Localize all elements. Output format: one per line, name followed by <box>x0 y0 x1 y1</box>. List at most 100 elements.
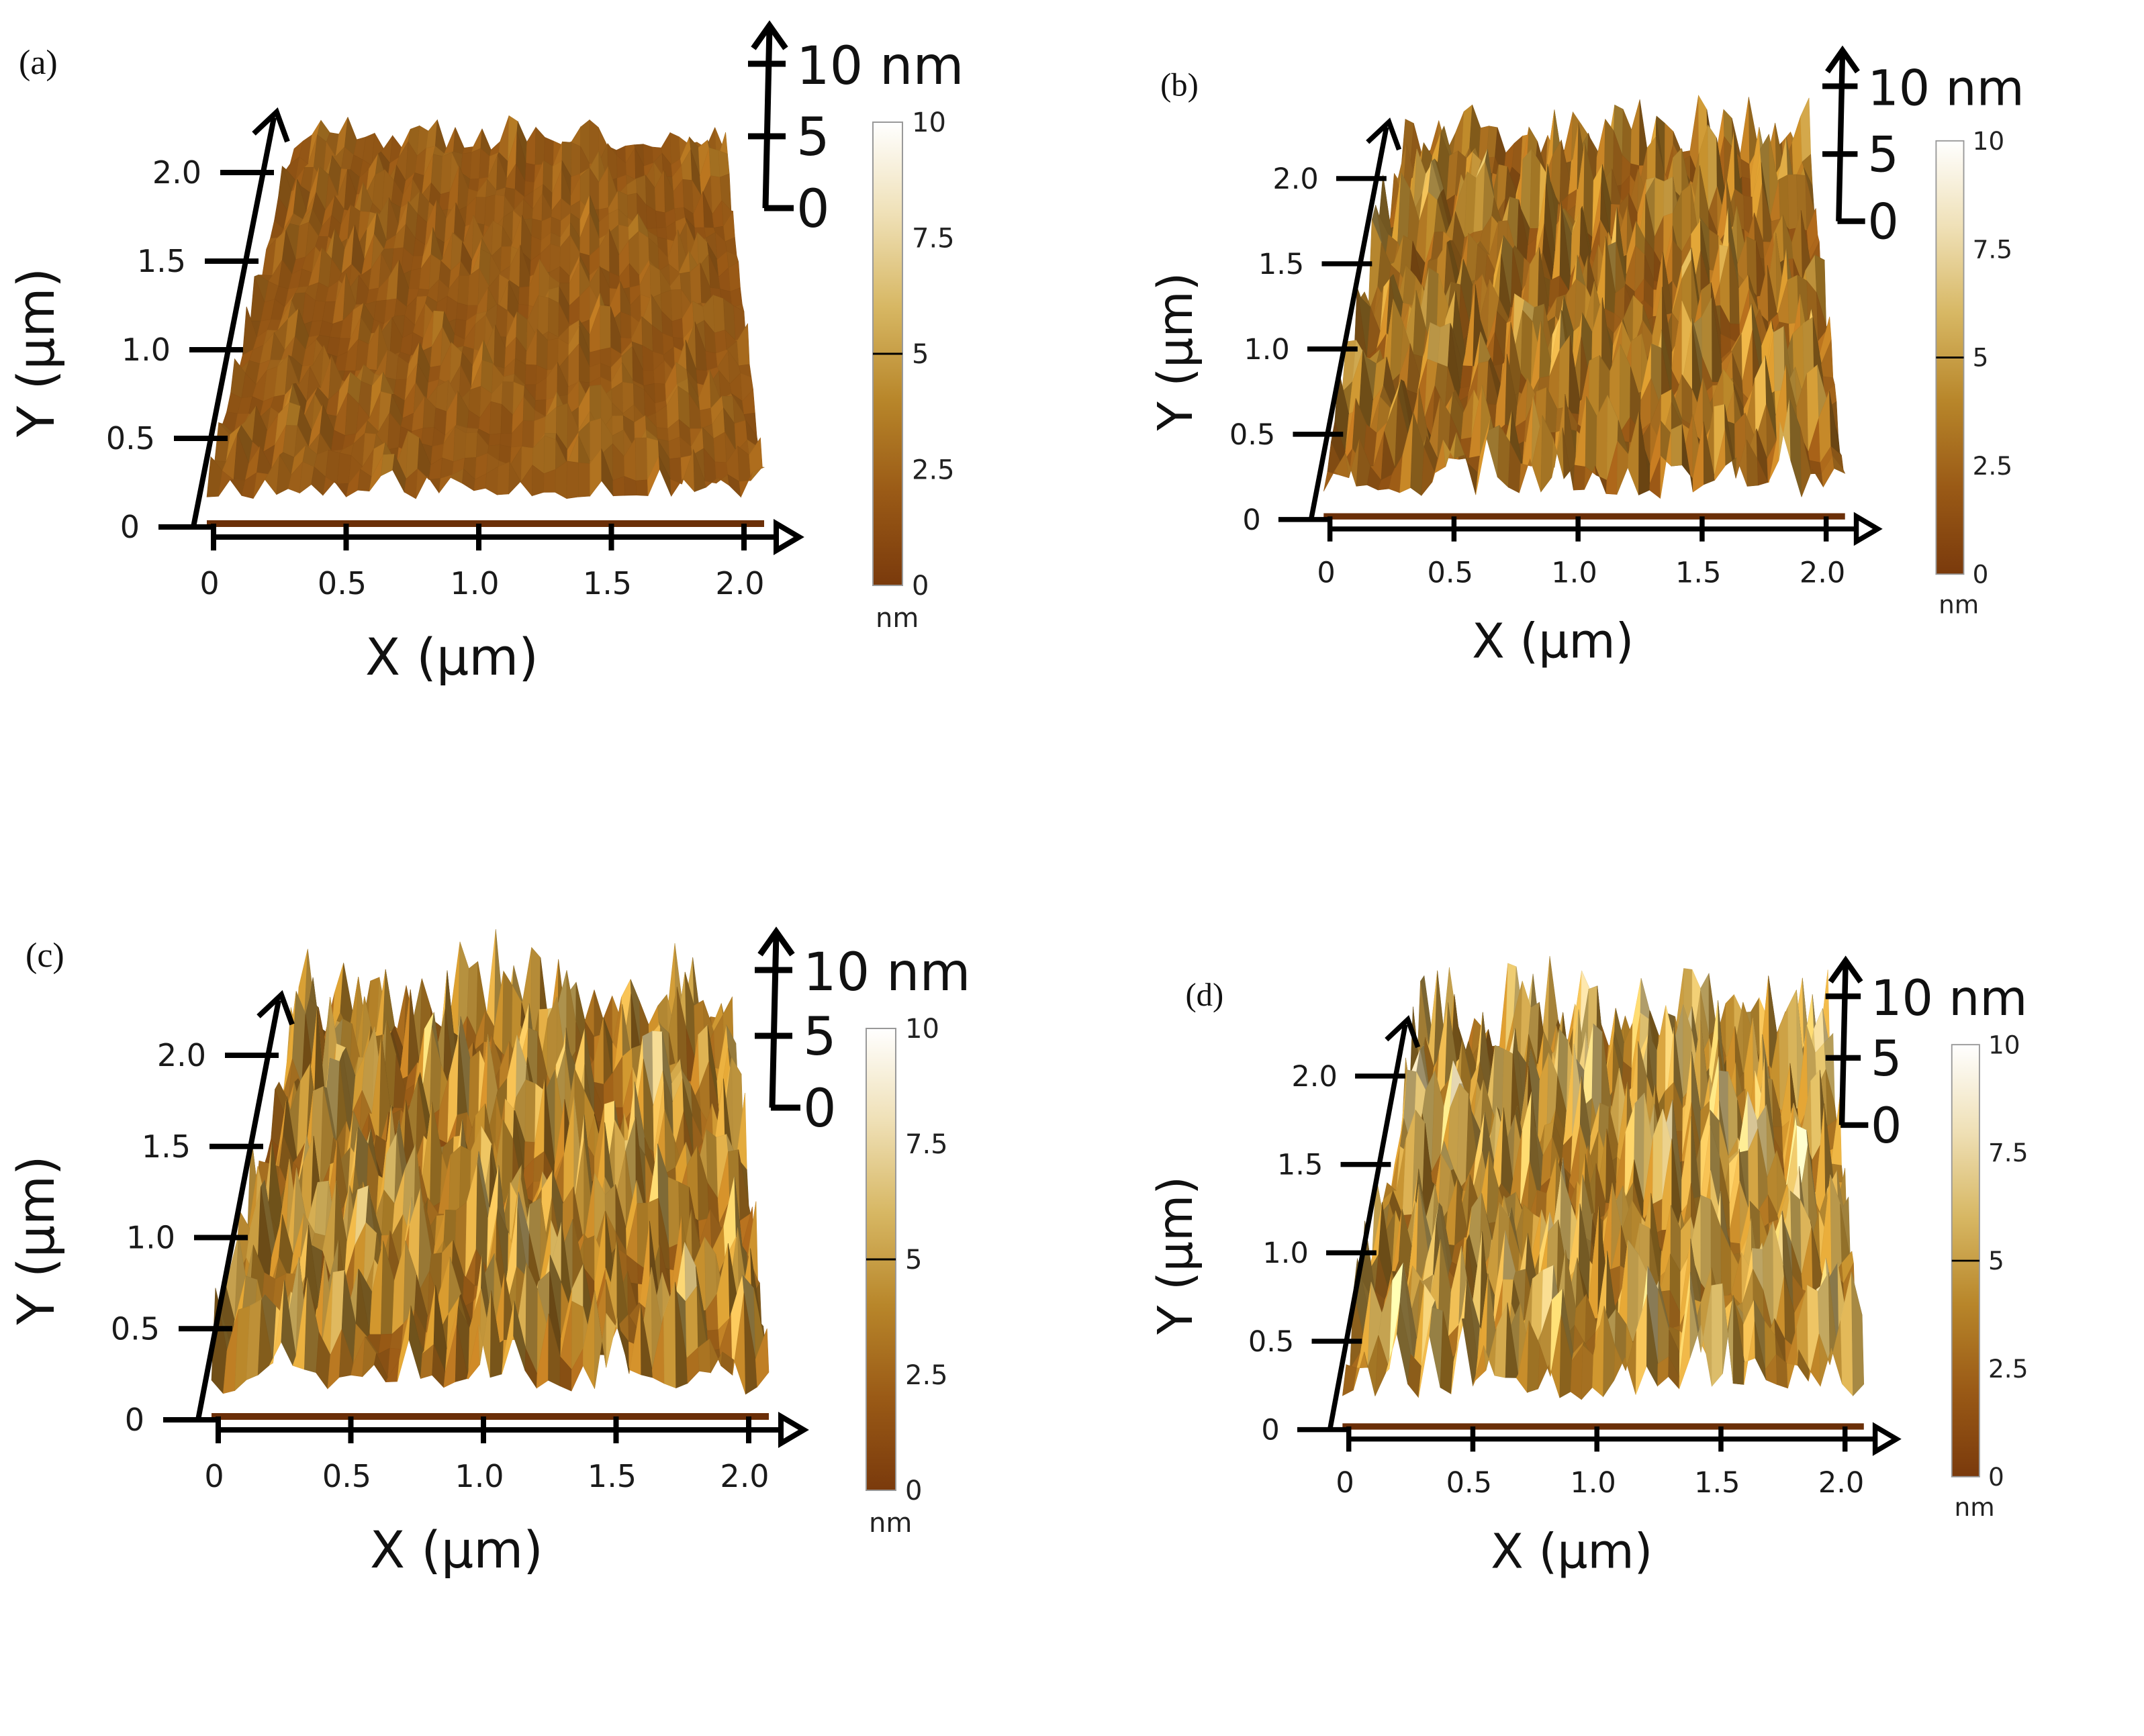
colorbar-tick-label: 5 <box>905 1245 922 1275</box>
surface-facet <box>714 330 727 354</box>
y-axis-title: Y (μm) <box>1148 1176 1203 1335</box>
colorbar-tick-label: 2.5 <box>1988 1354 2029 1384</box>
x-axis-title: X (μm) <box>1491 1523 1652 1579</box>
x-tick-label: 1.5 <box>588 1458 637 1494</box>
y-tick-label: 1.5 <box>137 243 186 279</box>
surface-facet <box>474 197 486 226</box>
z-scale-arrow <box>1825 45 1860 74</box>
surface-facet <box>1787 174 1799 230</box>
colorbar-tick-label: 7.5 <box>1988 1138 2029 1167</box>
surface-facet <box>524 162 536 183</box>
y-tick-label: 0 <box>1242 503 1260 537</box>
colorbar-tick-label: 0 <box>912 571 929 601</box>
colorbar-tick-label: 10 <box>1988 1030 2020 1059</box>
z-scale-arrow <box>1828 955 1863 984</box>
x-tick-label: 1.0 <box>455 1458 504 1494</box>
x-axis-title: X (μm) <box>1472 614 1634 669</box>
colorbar-unit: nm <box>869 1508 912 1539</box>
z-scale-label-0: 0 <box>1871 1098 1902 1155</box>
y-tick-label: 2.0 <box>152 154 201 191</box>
y-tick-label: 1.0 <box>1262 1237 1308 1270</box>
x-axis-arrow <box>1872 1422 1902 1456</box>
surface-facet <box>718 150 730 178</box>
z-scale-label-0: 0 <box>803 1079 837 1139</box>
z-scale-top-label: 10 nm <box>796 36 964 97</box>
y-axis-title: Y (μm) <box>1148 273 1203 432</box>
y-axis-arrow <box>1385 1015 1421 1049</box>
colorbar-tick-label: 0 <box>905 1476 922 1506</box>
y-tick-label: 0.5 <box>1248 1325 1294 1359</box>
x-axis-title: X (μm) <box>365 627 539 687</box>
colorbar-tick-label: 0 <box>1973 559 1989 589</box>
axes-c: 0 0.5 1.0 1.5 2.0 X (μm) 0 0.5 1.0 1.5 2.0 Y (μm) 10… <box>6 926 970 1580</box>
colorbar-tick-label: 10 <box>912 107 946 138</box>
surface-facet <box>420 427 434 447</box>
surface-facet <box>750 467 765 481</box>
y-axis-arrow <box>252 107 290 143</box>
z-scale-line <box>1836 51 1846 222</box>
surface-facet <box>524 364 537 385</box>
surface-facet <box>1851 1271 1865 1396</box>
colorbar-unit: nm <box>876 603 919 634</box>
surface-facet <box>643 144 653 166</box>
x-tick-label: 1.0 <box>1551 556 1597 589</box>
surface-base <box>207 520 764 527</box>
surface-b <box>1323 94 1846 520</box>
y-tick-label: 0.5 <box>106 420 155 456</box>
surface-facet <box>620 311 632 339</box>
surface-facet <box>643 369 655 386</box>
colorbar-unit: nm <box>1954 1492 1994 1522</box>
surface-facet <box>544 136 555 166</box>
surface-facet <box>453 127 465 154</box>
y-axis-line <box>1308 126 1389 520</box>
surface-facet <box>524 1079 536 1143</box>
chart-svg-b: 0 0.5 1.0 1.5 2.0 X (μm) 0 0.5 1.0 1.5 2.0 Y (μm) 10… <box>1148 45 2024 669</box>
y-tick-label: 1.0 <box>122 332 171 368</box>
colorbar-tick-label: 2.5 <box>912 455 955 486</box>
x-tick-label: 1.0 <box>1570 1466 1616 1500</box>
z-scale-line <box>762 26 773 209</box>
surface-facet <box>671 318 684 339</box>
panel-label: (d) <box>1185 977 1223 1013</box>
surface-facet <box>381 454 395 477</box>
surface-facet <box>566 461 579 499</box>
colorbar-tick-label: 7.5 <box>905 1129 948 1160</box>
y-tick-label: 0 <box>1261 1414 1279 1447</box>
surface-facet <box>1323 471 1339 492</box>
surface-facet <box>1622 109 1632 164</box>
surface-facet <box>577 462 590 497</box>
z-scale-label-0: 0 <box>1867 194 1898 251</box>
y-axis-line <box>191 117 277 528</box>
y-tick-label: 0 <box>125 1402 144 1438</box>
surface-facet <box>1486 425 1500 477</box>
x-tick-label: 0 <box>1336 1466 1354 1500</box>
y-tick-label: 1.5 <box>1277 1149 1323 1182</box>
z-scale-label-5: 5 <box>1867 127 1898 184</box>
surface-base <box>1323 513 1845 520</box>
surface-facet <box>635 437 648 481</box>
surface-a <box>206 115 765 527</box>
x-tick-label: 0.5 <box>1446 1466 1492 1500</box>
surface-facet <box>464 432 478 459</box>
colorbar-tick-label: 10 <box>905 1014 939 1045</box>
surface-facet <box>534 126 545 165</box>
surface-facet <box>548 297 559 338</box>
y-tick-label: 2.0 <box>1291 1060 1337 1094</box>
x-tick-label: 0.5 <box>322 1458 371 1494</box>
surface-facet <box>635 479 649 496</box>
x-tick-label: 1.0 <box>450 565 499 601</box>
x-tick-label: 0.5 <box>1428 556 1473 589</box>
axes-a: 0 0.5 1.0 1.5 2.0 X (μm) 0 0.5 1.0 1.5 2.0 Y (μm) 10… <box>6 20 964 687</box>
surface-c <box>211 929 770 1420</box>
surface-base <box>1342 1423 1864 1430</box>
surface-facet <box>453 426 467 463</box>
surface-facet <box>670 289 683 322</box>
surface-facet <box>1740 97 1750 165</box>
y-axis-title: Y (μm) <box>6 1155 66 1325</box>
surface-facet <box>526 126 537 165</box>
surface-facet <box>469 148 481 180</box>
surface-facet <box>518 286 530 306</box>
surface-d <box>1342 956 1865 1430</box>
colorbar-tick-label: 0 <box>1988 1462 2004 1492</box>
y-tick-label: 0.5 <box>111 1310 160 1347</box>
